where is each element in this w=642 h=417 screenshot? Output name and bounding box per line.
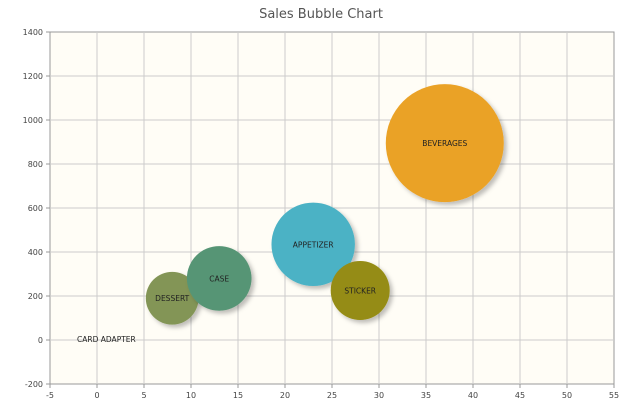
x-axis-ticks: -5 0 5 10 15 20 25 30 35 40 45 50 55 <box>46 384 619 400</box>
y-tick-label: 200 <box>28 292 43 301</box>
bubble-label: CASE <box>209 274 229 283</box>
bubble-label: CARD ADAPTER <box>77 335 136 344</box>
bubble-appetizer[interactable]: APPETIZER <box>271 202 355 287</box>
x-tick-label: 10 <box>186 391 196 400</box>
x-tick-label: 45 <box>515 391 525 400</box>
bubble-label: APPETIZER <box>293 240 334 249</box>
y-tick-label: 800 <box>28 160 43 169</box>
x-tick-label: 55 <box>609 391 619 400</box>
bubble-label: STICKER <box>344 287 376 296</box>
bubble-appetizer-circle[interactable] <box>271 202 355 287</box>
x-tick-label: 40 <box>468 391 478 400</box>
bubble-dessert[interactable]: DESSERT <box>145 271 199 325</box>
bubble-sticker[interactable]: STICKER <box>330 261 390 320</box>
y-tick-label: 600 <box>28 204 43 213</box>
grid-lines <box>50 32 614 384</box>
y-tick-label: 1000 <box>23 116 43 125</box>
bubble-dessert-circle[interactable] <box>145 271 199 325</box>
x-tick-label: 50 <box>562 391 572 400</box>
bubble-label: DESSERT <box>155 294 189 303</box>
bubble-case[interactable]: CASE <box>186 246 252 311</box>
x-tick-label: 35 <box>421 391 431 400</box>
bubble-sticker-circle[interactable] <box>330 261 390 320</box>
x-tick-label: -5 <box>46 391 54 400</box>
bubbles: CARD ADAPTER DESSERT CASE APPETIZER STICKER B… <box>77 84 504 344</box>
bubble-card-adapter[interactable]: CARD ADAPTER <box>77 335 136 344</box>
x-tick-label: 25 <box>327 391 337 400</box>
x-tick-label: 5 <box>141 391 146 400</box>
y-tick-label: 1200 <box>23 72 43 81</box>
bubble-beverages-circle[interactable] <box>385 84 504 203</box>
y-tick-label: -200 <box>25 380 43 389</box>
y-tick-label: 1400 <box>23 28 43 37</box>
x-tick-label: 0 <box>94 391 99 400</box>
x-tick-label: 30 <box>374 391 384 400</box>
y-tick-label: 0 <box>38 336 43 345</box>
y-tick-label: 400 <box>28 248 43 257</box>
bubble-case-circle[interactable] <box>186 246 252 311</box>
bubble-label: BEVERAGES <box>422 139 467 148</box>
x-tick-label: 20 <box>280 391 290 400</box>
bubble-beverages[interactable]: BEVERAGES <box>385 84 504 203</box>
y-axis-ticks: -200 0 200 400 600 800 1000 1200 1400 <box>23 28 50 389</box>
x-tick-label: 15 <box>233 391 243 400</box>
chart-title: Sales Bubble Chart <box>259 7 383 22</box>
